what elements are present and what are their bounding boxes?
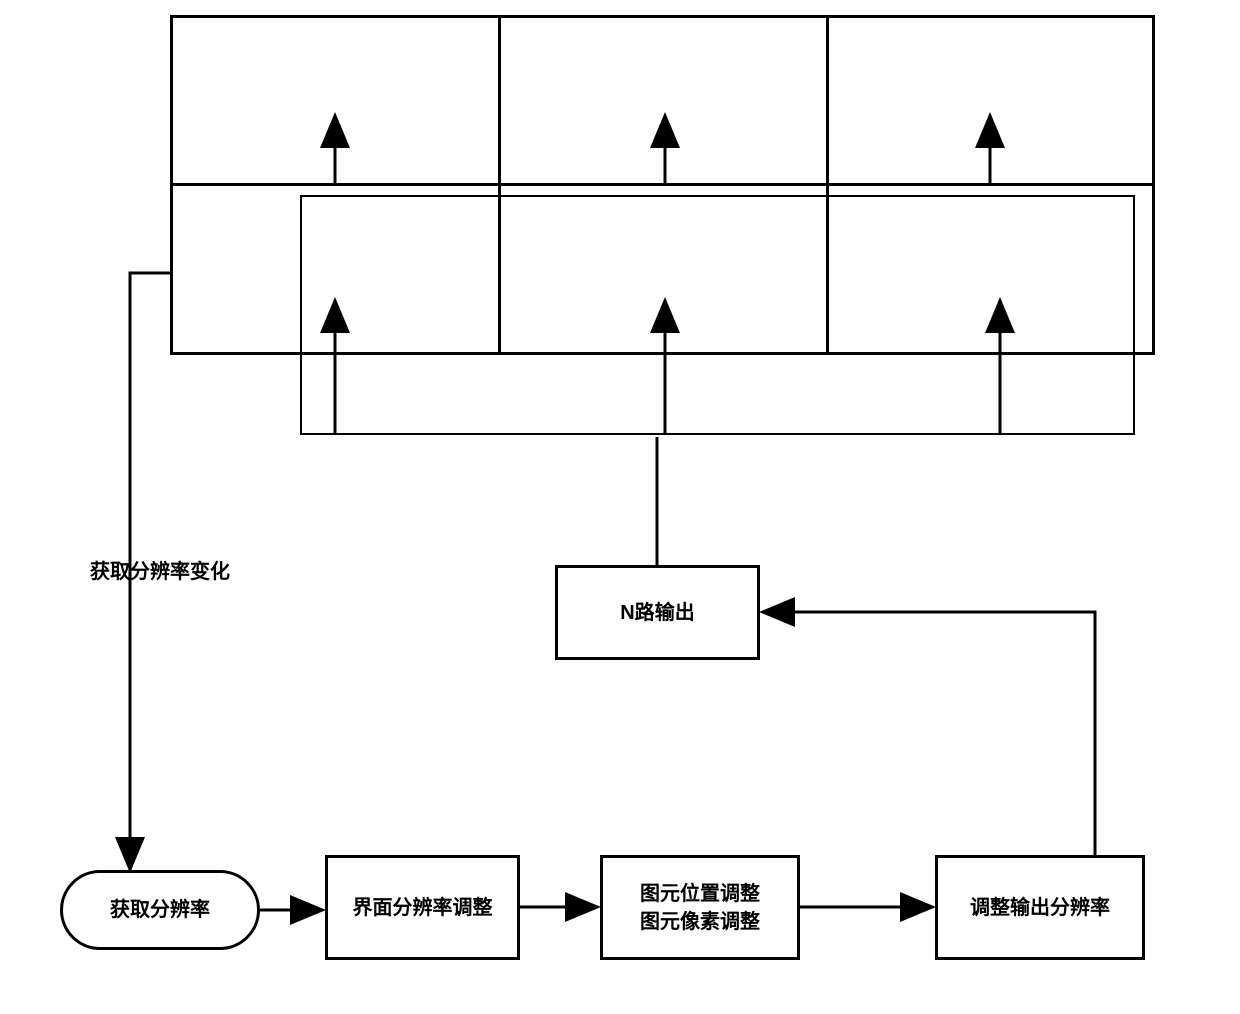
interface-adjust-label: 界面分辨率调整 <box>353 894 493 922</box>
display-grid-inner <box>300 195 1135 435</box>
element-adjust-label: 图元位置调整 图元像素调整 <box>640 880 760 936</box>
element-adjust-box: 图元位置调整 图元像素调整 <box>600 855 800 960</box>
n-output-box: N路输出 <box>555 565 760 660</box>
get-resolution-box: 获取分辨率 <box>60 870 260 950</box>
flowchart-diagram: N路输出 获取分辨率 界面分辨率调整 图元位置调整 图元像素调整 调整输出分辨率… <box>0 0 1240 1014</box>
output-adjust-box: 调整输出分辨率 <box>935 855 1145 960</box>
resolution-change-label: 获取分辨率变化 <box>90 555 230 584</box>
grid-divider <box>170 183 1155 186</box>
get-resolution-label: 获取分辨率 <box>110 896 210 924</box>
output-adjust-label: 调整输出分辨率 <box>970 894 1110 922</box>
n-output-label: N路输出 <box>620 599 694 627</box>
interface-adjust-box: 界面分辨率调整 <box>325 855 520 960</box>
